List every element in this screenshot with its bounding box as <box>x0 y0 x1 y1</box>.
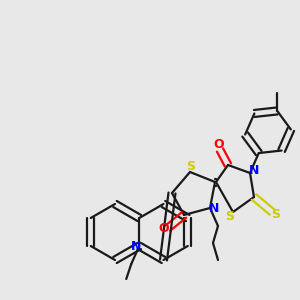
Text: S: S <box>272 208 280 220</box>
Text: N: N <box>249 164 259 178</box>
Text: O: O <box>159 221 169 235</box>
Text: N: N <box>209 202 219 215</box>
Text: O: O <box>214 139 224 152</box>
Text: N: N <box>131 239 141 253</box>
Text: S: S <box>187 160 196 173</box>
Text: S: S <box>226 209 235 223</box>
